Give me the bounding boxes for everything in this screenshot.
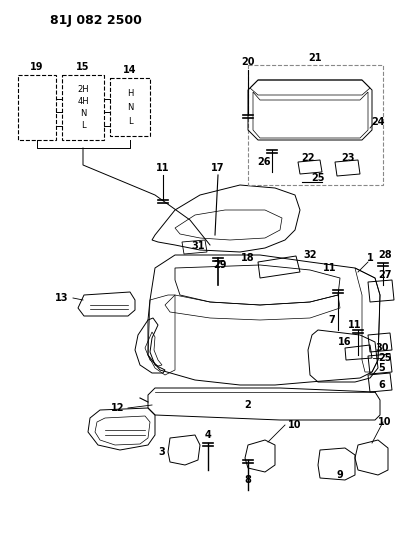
Text: 26: 26: [257, 157, 271, 167]
FancyBboxPatch shape: [18, 75, 56, 140]
Text: 12: 12: [111, 403, 125, 413]
FancyBboxPatch shape: [110, 78, 150, 136]
Text: 24: 24: [371, 117, 385, 127]
Text: 2H: 2H: [77, 85, 89, 93]
Text: 5: 5: [379, 363, 385, 373]
Text: 11: 11: [348, 320, 362, 330]
Text: 25: 25: [378, 353, 392, 363]
Text: 14: 14: [123, 65, 137, 75]
Text: 4H: 4H: [77, 96, 89, 106]
Text: 32: 32: [303, 250, 317, 260]
Text: 13: 13: [55, 293, 69, 303]
Text: N: N: [80, 109, 86, 117]
Text: L: L: [128, 117, 132, 126]
Text: 27: 27: [378, 270, 392, 280]
Text: 30: 30: [375, 343, 389, 353]
Text: H: H: [127, 90, 133, 99]
FancyBboxPatch shape: [248, 65, 383, 185]
Text: 25: 25: [311, 173, 325, 183]
Text: 4: 4: [205, 430, 211, 440]
Text: 31: 31: [191, 241, 205, 251]
Text: 21: 21: [308, 53, 322, 63]
Text: 8: 8: [245, 475, 251, 485]
Text: 1: 1: [367, 253, 373, 263]
Text: 9: 9: [337, 470, 343, 480]
Text: 81J 082 2500: 81J 082 2500: [50, 14, 142, 27]
Text: N: N: [127, 103, 133, 112]
Text: 16: 16: [338, 337, 352, 347]
Text: 6: 6: [379, 380, 385, 390]
Text: 29: 29: [213, 260, 227, 270]
Text: 20: 20: [241, 57, 255, 67]
Text: 19: 19: [30, 62, 44, 72]
Text: L: L: [81, 120, 85, 130]
Text: 11: 11: [156, 163, 170, 173]
Text: 22: 22: [301, 153, 315, 163]
Text: 10: 10: [288, 420, 302, 430]
Text: 2: 2: [245, 400, 251, 410]
FancyBboxPatch shape: [62, 75, 104, 140]
Text: 23: 23: [341, 153, 355, 163]
Text: 7: 7: [329, 315, 335, 325]
Text: 28: 28: [378, 250, 392, 260]
Text: 11: 11: [323, 263, 337, 273]
Text: 15: 15: [76, 62, 90, 72]
Text: 3: 3: [159, 447, 166, 457]
Text: 10: 10: [378, 417, 392, 427]
Text: 18: 18: [241, 253, 255, 263]
Text: 17: 17: [211, 163, 225, 173]
